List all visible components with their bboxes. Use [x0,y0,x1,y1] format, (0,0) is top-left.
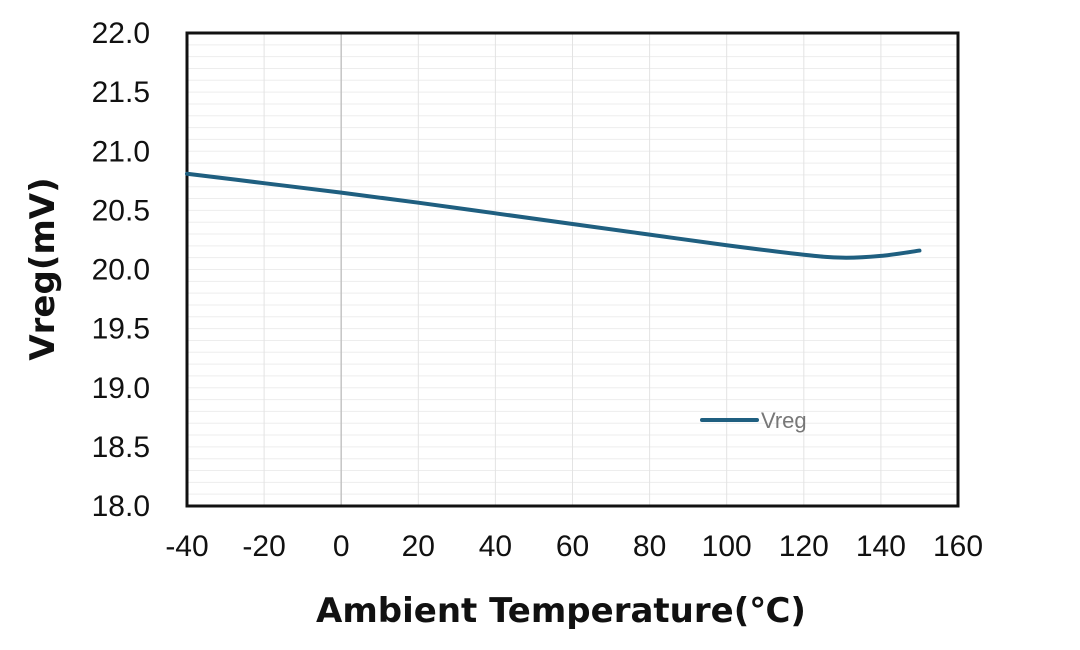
y-tick-label: 18.0 [92,490,150,523]
y-tick-label: 20.0 [92,254,150,287]
x-tick-label: 100 [702,530,752,563]
x-tick-label: -20 [242,530,285,563]
x-tick-label: -40 [165,530,208,563]
x-tick-label: 20 [402,530,435,563]
y-tick-label: 20.5 [92,194,150,227]
plot-area-border [185,31,960,508]
y-axis-title: Vreg(mV) [23,177,63,360]
x-tick-label: 160 [933,530,983,563]
x-tick-label: 40 [479,530,512,563]
series-layer [185,171,922,260]
y-tick-label: 18.5 [92,431,150,464]
grid [187,33,958,506]
x-tick-label: 0 [333,530,350,563]
x-tick-label: 60 [556,530,589,563]
legend: Vreg [700,408,807,433]
x-axis-title: Ambient Temperature(℃) [316,591,806,631]
y-tick-label: 21.0 [92,135,150,168]
y-tick-label: 19.0 [92,372,150,405]
y-tick-label: 21.5 [92,76,150,109]
x-tick-label: 120 [779,530,829,563]
x-tick-label: 80 [633,530,666,563]
x-tick-label: 140 [856,530,906,563]
y-tick-label: 22.0 [92,17,150,50]
series-line-vreg [185,171,922,260]
y-tick-label: 19.5 [92,313,150,346]
legend-label-vreg: Vreg [761,408,807,433]
y-axis-tick-labels: 18.0 18.5 19.0 19.5 20.0 20.5 21.0 21.5 22.0 [92,17,150,523]
x-axis-tick-labels: -40 -20 0 20 40 60 80 100 120 140 160 [165,530,983,563]
